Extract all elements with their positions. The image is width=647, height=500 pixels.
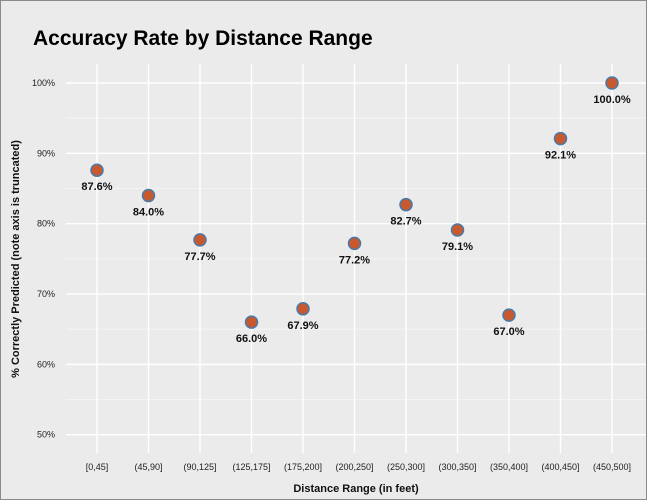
data-point [90,163,104,177]
x-axis-ticks: [0,45] (45,90] (90,125] (125,175] (175,200] (… [86,462,631,472]
y-tick-label: 50% [37,430,55,440]
data-label: 92.1% [545,150,576,162]
data-point [399,197,413,212]
data-label: 66.0% [236,333,267,345]
data-label: 77.2% [339,254,370,266]
y-axis-ticks: 50% 60% 70% 80% 90% 100% [32,78,55,440]
x-tick-label: (300,350] [438,462,476,472]
data-point [141,188,156,203]
x-tick-label: (450,500] [593,462,631,472]
data-point [450,223,465,237]
y-tick-label: 100% [32,78,55,88]
data-point [193,233,207,247]
x-tick-label: (200,250] [335,462,373,472]
data-label: 84.0% [133,207,164,219]
y-tick-label: 60% [37,359,55,369]
data-point [553,131,568,146]
x-tick-label: (400,450] [541,462,579,472]
y-tick-label: 70% [37,289,55,299]
y-axis-label: % Correctly Predicted (note axis is trun… [10,140,22,378]
y-tick-label: 90% [37,148,55,158]
data-point [296,302,310,316]
data-label: 82.7% [390,216,421,228]
x-axis-label: Distance Range (in feet) [293,483,419,495]
x-tick-label: (350,400] [490,462,528,472]
data-point [605,76,619,90]
data-label: 77.7% [184,251,215,263]
data-point [502,308,516,322]
x-tick-label: (45,90] [134,462,162,472]
chart-title: Accuracy Rate by Distance Range [33,27,373,50]
data-point [347,236,362,251]
y-tick-label: 80% [37,219,55,229]
data-label: 67.9% [287,320,318,332]
data-label: 100.0% [593,94,631,106]
data-label: 67.0% [493,326,524,338]
x-tick-label: [0,45] [86,462,109,472]
gridlines [66,64,646,453]
x-tick-label: (125,175] [232,462,270,472]
x-tick-label: (250,300] [387,462,425,472]
x-tick-label: (175,200] [284,462,322,472]
data-label: 79.1% [442,241,473,253]
data-points: 87.6% 84.0% 77.7% 66.0% 67.9% 77.2% 82.7% 79.1%… [81,76,631,345]
data-label: 87.6% [81,181,112,193]
data-point [244,315,259,329]
x-tick-label: (90,125] [183,462,216,472]
